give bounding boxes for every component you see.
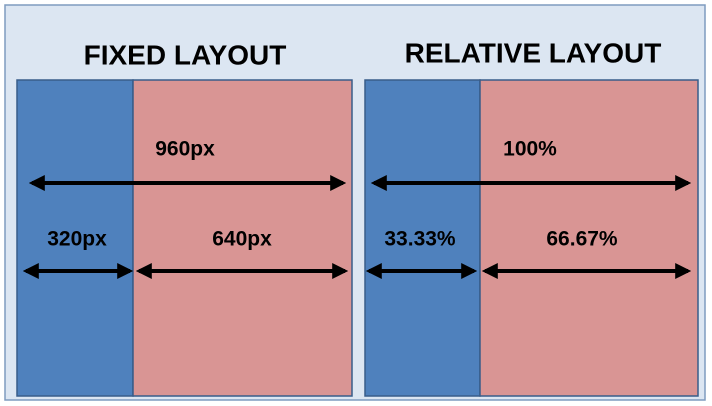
left-column — [16, 79, 134, 397]
left-label: 33.33% — [384, 228, 456, 251]
right-column — [479, 79, 699, 397]
relative-panel: RELATIVE LAYOUT 100% 33.33% 66.67% — [364, 37, 699, 397]
right-label: 66.67% — [546, 228, 618, 251]
right-column — [132, 79, 353, 397]
panel-title: RELATIVE LAYOUT — [405, 37, 662, 68]
right-label: 640px — [212, 228, 272, 251]
left-column — [364, 79, 481, 397]
fixed-panel: FIXED LAYOUT 960px 320px 640px — [16, 39, 353, 397]
total-label: 960px — [155, 138, 215, 161]
panel-title: FIXED LAYOUT — [84, 39, 287, 70]
left-label: 320px — [47, 228, 107, 251]
total-label: 100% — [503, 138, 557, 161]
